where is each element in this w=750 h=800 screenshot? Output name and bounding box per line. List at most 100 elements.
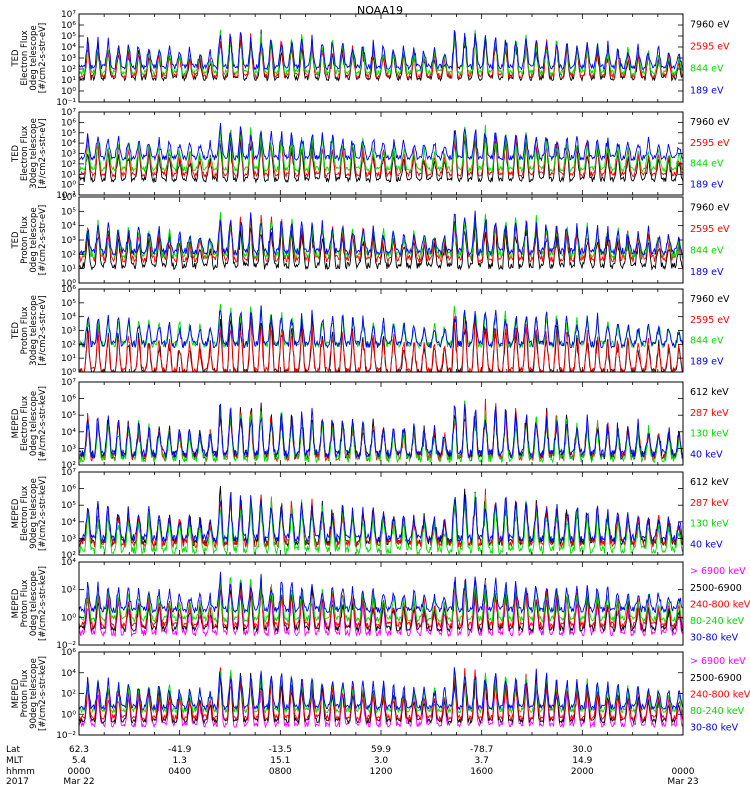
- y-tick-label: 10²: [61, 340, 76, 350]
- legend-entry: 80-240 keV: [690, 706, 745, 717]
- panel-4: 10⁰ 10¹ 10² 10³ 10⁴ 10⁵ 10⁶ TED Proton Flux 30deg…: [11, 285, 730, 378]
- y-tick-label: 10⁻²: [56, 731, 76, 741]
- svg-text:90deg telescope: 90deg telescope: [29, 478, 39, 549]
- legend-entry: 612 keV: [690, 477, 729, 488]
- y-tick-label: 10⁻¹: [56, 191, 76, 201]
- series-line-7-2: [79, 578, 683, 633]
- legend-entry: 2595 eV: [690, 42, 730, 53]
- svg-text:[#/cm2-s-str-eV]: [#/cm2-s-str-eV]: [38, 205, 48, 275]
- legend-entry: 30-80 keV: [690, 723, 739, 734]
- legend-entry: 844 eV: [690, 336, 724, 347]
- x-tick-label: 0000: [672, 767, 695, 777]
- series-line-7-4: [79, 573, 683, 624]
- x-tick-label: 5.4: [72, 756, 87, 766]
- y-tick-label: 10⁵: [61, 299, 76, 309]
- y-tick-label: 10⁴: [61, 313, 76, 323]
- legend-entry: 2500-6900: [690, 583, 742, 594]
- series-line-8-5: [79, 667, 683, 711]
- y-axis-label: MEPED Electron Flux 90deg telescope [#/cm2-…: [11, 476, 48, 551]
- y-tick-label: 10⁶: [61, 485, 76, 495]
- series-line-6-4: [79, 492, 683, 545]
- y-tick-label: 10⁰: [61, 181, 76, 191]
- panel-7: 10⁻² 10⁰ 10² 10⁴ MEPED Proton Flux 0deg telesc…: [11, 558, 750, 651]
- legend-entry: 287 keV: [690, 498, 729, 509]
- panel-5: 10² 10³ 10⁴ 10⁵ 10⁶ 10⁷ MEPED Electron Flux 0deg…: [11, 378, 729, 471]
- y-tick-label: 10¹: [61, 354, 76, 364]
- legend-entry: 189 eV: [690, 356, 724, 367]
- svg-text:[#/cm2-s-str-keV]: [#/cm2-s-str-keV]: [38, 656, 48, 731]
- legend-entry: 30-80 keV: [690, 633, 739, 644]
- legend-entry: 189 eV: [690, 86, 724, 97]
- legend-entry: 130 keV: [690, 429, 729, 440]
- svg-text:[#/cm2-s-str-keV]: [#/cm2-s-str-keV]: [38, 566, 48, 641]
- x-tick-label: 3.7: [475, 756, 489, 766]
- legend-entry: 844 eV: [690, 245, 724, 256]
- legend-entry: 2595 eV: [690, 138, 730, 149]
- legend-entry: 189 eV: [690, 267, 724, 278]
- x-tick-label: 59.9: [371, 745, 391, 755]
- y-tick-label: 10⁴: [61, 669, 76, 679]
- legend-entry: 240-800 keV: [690, 599, 750, 610]
- y-tick-label: 10⁴: [61, 43, 76, 53]
- legend-entry: > 6900 keV: [690, 656, 746, 667]
- x-tick-label: 0400: [168, 767, 191, 777]
- y-tick-label: 10²: [61, 250, 76, 260]
- svg-text:TED: TED: [11, 231, 21, 250]
- svg-text:30deg telescope: 30deg telescope: [29, 118, 39, 189]
- legend-entry: 844 eV: [690, 159, 724, 170]
- svg-text:90deg telescope: 90deg telescope: [29, 658, 39, 729]
- y-axis-label: MEPED Proton Flux 0deg telescope [#/cm2-s-s…: [11, 566, 48, 641]
- y-tick-label: 10²: [61, 690, 76, 700]
- svg-text:0deg telescope: 0deg telescope: [29, 391, 39, 456]
- legend-entry: 130 keV: [690, 519, 729, 530]
- y-tick-label: 10⁶: [61, 285, 76, 295]
- svg-text:Proton Flux: Proton Flux: [20, 307, 30, 355]
- svg-text:[#/cm2-s-str-eV]: [#/cm2-s-str-eV]: [38, 295, 48, 365]
- svg-text:0deg telescope: 0deg telescope: [29, 25, 39, 90]
- x-tick-label: 14.9: [572, 756, 592, 766]
- y-tick-label: 10⁴: [61, 518, 76, 528]
- legend-entry: 189 eV: [690, 179, 724, 190]
- legend-entry: 7960 eV: [690, 202, 730, 213]
- y-tick-label: 10⁰: [61, 613, 76, 623]
- svg-text:MEPED: MEPED: [11, 678, 21, 708]
- y-tick-label: 10³: [61, 534, 76, 544]
- x-tick-label: 0800: [269, 767, 292, 777]
- y-tick-label: 10⁵: [61, 207, 76, 217]
- x-tick-label: 2000: [571, 767, 594, 777]
- y-tick-label: 10⁷: [61, 10, 76, 20]
- svg-text:Electron Flux: Electron Flux: [20, 126, 30, 181]
- x-row-label: hhmm: [6, 767, 35, 777]
- series-line-4-4: [79, 305, 683, 350]
- series-line-8-4: [79, 670, 683, 715]
- y-tick-label: 10⁴: [61, 139, 76, 149]
- svg-text:TED: TED: [11, 49, 21, 68]
- y-tick-label: 10⁶: [61, 21, 76, 31]
- series-line-2-3: [79, 124, 683, 174]
- svg-text:TED: TED: [11, 321, 21, 340]
- y-tick-label: 10⁶: [61, 395, 76, 405]
- y-tick-label: 10⁵: [61, 129, 76, 139]
- x-tick-label: 15.1: [270, 756, 290, 766]
- y-tick-label: 10⁶: [61, 648, 76, 658]
- plot-frame: [78, 288, 684, 373]
- legend-entry: 7960 eV: [690, 294, 730, 305]
- series-line-5-4: [79, 403, 683, 460]
- x-tick-label: -13.5: [269, 745, 292, 755]
- legend-entry: 2595 eV: [690, 224, 730, 235]
- y-tick-label: 10¹: [61, 76, 76, 86]
- svg-text:30deg telescope: 30deg telescope: [29, 295, 39, 366]
- svg-text:[#/cm2-s-str-eV]: [#/cm2-s-str-eV]: [38, 23, 48, 93]
- y-tick-label: 10⁷: [61, 468, 76, 478]
- y-axis-label: TED Proton Flux 30deg telescope [#/cm2-s-st…: [11, 295, 48, 366]
- x-tick-label: 1600: [470, 767, 493, 777]
- legend-entry: 7960 eV: [690, 117, 730, 128]
- series-line-3-1: [79, 219, 683, 271]
- svg-text:Proton Flux: Proton Flux: [20, 670, 30, 718]
- y-tick-label: 10¹: [61, 265, 76, 275]
- svg-text:[#/cm2-s-str-keV]: [#/cm2-s-str-keV]: [38, 476, 48, 551]
- legend-entry: 287 keV: [690, 408, 729, 419]
- y-tick-label: 10⁴: [61, 222, 76, 232]
